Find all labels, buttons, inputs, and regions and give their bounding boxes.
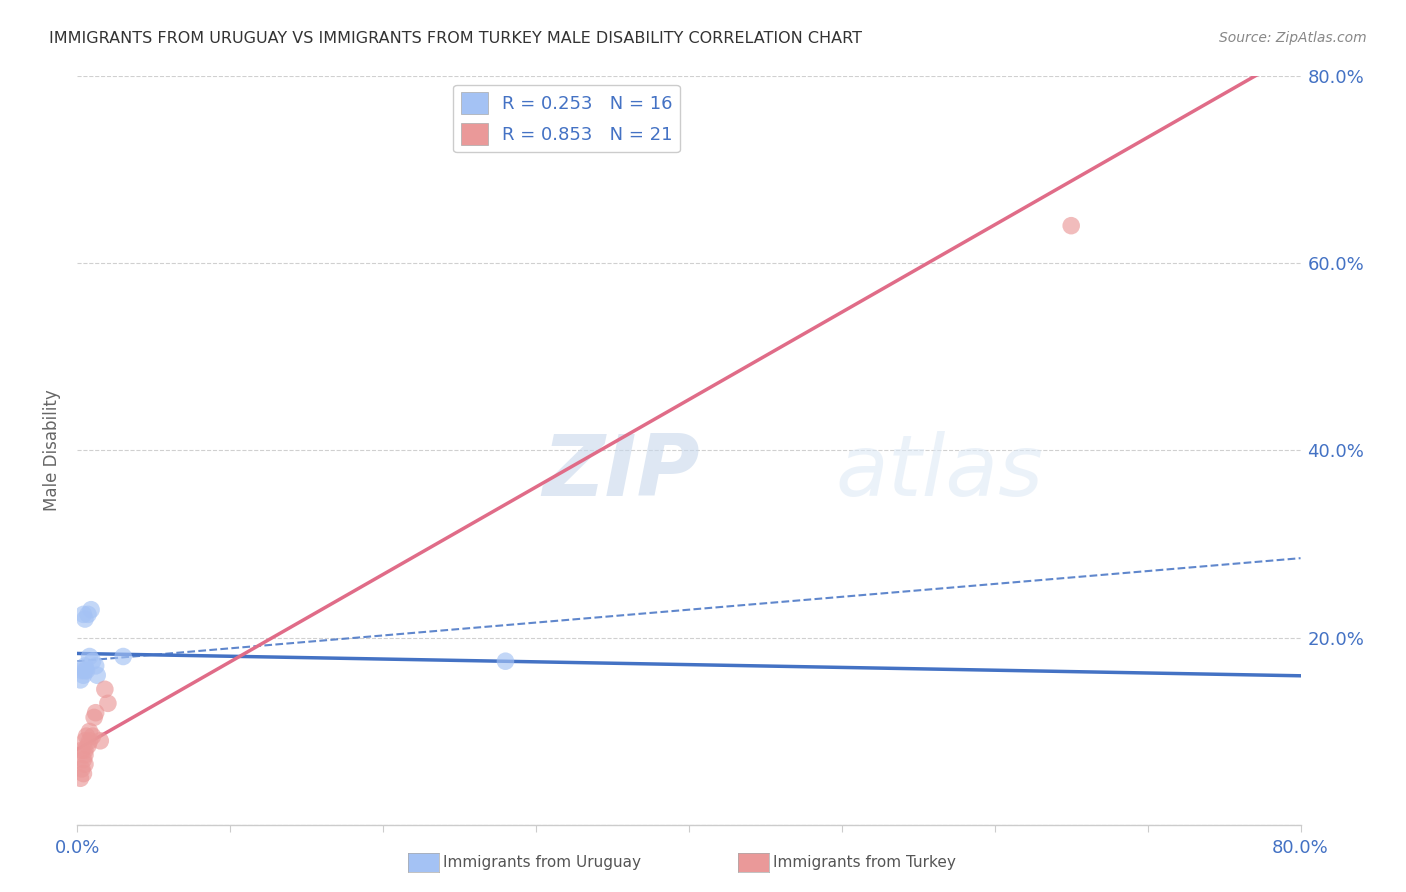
Point — [70, 762, 93, 776]
Point — [73, 743, 96, 757]
Point — [112, 649, 135, 664]
Text: Immigrants from Uruguay: Immigrants from Uruguay — [443, 855, 641, 870]
Point — [73, 733, 96, 747]
Point — [89, 733, 111, 747]
Point — [1213, 50, 1236, 64]
Point — [82, 654, 104, 668]
Point — [69, 771, 91, 786]
Point — [72, 607, 94, 622]
Legend: R = 0.253   N = 16, R = 0.853   N = 21: R = 0.253 N = 16, R = 0.853 N = 21 — [453, 85, 679, 153]
Point — [70, 743, 93, 757]
Point — [1060, 219, 1083, 233]
Point — [94, 682, 117, 697]
Text: Source: ZipAtlas.com: Source: ZipAtlas.com — [1219, 31, 1367, 45]
Point — [77, 607, 100, 622]
Point — [83, 710, 105, 724]
Point — [86, 668, 108, 682]
Point — [73, 664, 96, 678]
Point — [495, 654, 517, 668]
Point — [97, 696, 120, 710]
Point — [72, 766, 94, 780]
Point — [73, 658, 96, 673]
Point — [69, 673, 91, 687]
Point — [80, 603, 103, 617]
Point — [79, 649, 101, 664]
Point — [72, 668, 94, 682]
Text: atlas: atlas — [835, 432, 1043, 515]
Point — [84, 706, 107, 720]
Point — [79, 733, 101, 747]
Point — [76, 729, 98, 743]
Point — [84, 658, 107, 673]
Point — [79, 724, 101, 739]
Text: IMMIGRANTS FROM URUGUAY VS IMMIGRANTS FROM TURKEY MALE DISABILITY CORRELATION CH: IMMIGRANTS FROM URUGUAY VS IMMIGRANTS FR… — [49, 31, 862, 46]
Point — [73, 747, 96, 762]
Text: Immigrants from Turkey: Immigrants from Turkey — [773, 855, 956, 870]
Point — [72, 753, 94, 767]
Point — [70, 664, 93, 678]
Point — [76, 664, 98, 678]
Point — [82, 729, 104, 743]
Y-axis label: Male Disability: Male Disability — [44, 390, 62, 511]
Point — [77, 739, 100, 753]
Point — [73, 612, 96, 626]
Text: ZIP: ZIP — [543, 432, 700, 515]
Point — [73, 757, 96, 772]
